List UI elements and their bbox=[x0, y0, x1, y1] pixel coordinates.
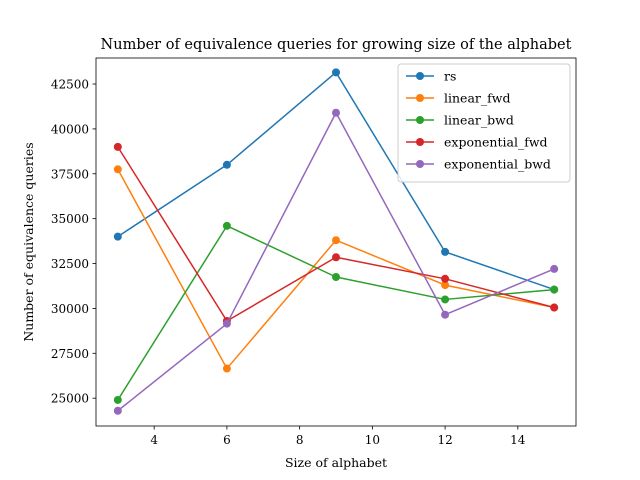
data-point-0-0 bbox=[113, 232, 122, 241]
data-point-2-1 bbox=[222, 221, 231, 230]
data-point-0-3 bbox=[441, 247, 450, 256]
data-point-4-2 bbox=[332, 108, 340, 117]
data-point-2-4 bbox=[550, 285, 559, 294]
data-point-2-2 bbox=[332, 273, 340, 281]
legend-marker-2 bbox=[416, 116, 424, 124]
legend-marker-3 bbox=[416, 138, 424, 146]
x-tick-label-3: 10 bbox=[365, 433, 380, 447]
data-point-2-3 bbox=[441, 295, 450, 304]
x-axis-label: Size of alphabet bbox=[285, 455, 387, 470]
data-point-1-1 bbox=[222, 364, 231, 373]
legend-marker-4 bbox=[416, 160, 424, 168]
data-point-4-3 bbox=[441, 310, 450, 319]
legend-marker-0 bbox=[416, 72, 424, 80]
y-tick-label-4: 35000 bbox=[51, 212, 89, 226]
x-tick-label-2: 8 bbox=[296, 433, 304, 447]
legend: rs linear_fwd linear_bwd exponential_fwdexp… bbox=[397, 63, 571, 183]
y-tick-label-6: 40000 bbox=[51, 122, 89, 136]
legend-label-0: rs bbox=[444, 69, 456, 84]
y-axis-label: Number of equivalence queries bbox=[21, 142, 36, 341]
series-line-1 bbox=[117, 168, 555, 370]
data-point-0-2 bbox=[332, 68, 340, 77]
data-point-1-3 bbox=[441, 281, 450, 290]
y-tick-label-5: 37500 bbox=[51, 167, 89, 181]
data-point-2-0 bbox=[113, 395, 122, 404]
data-point-3-3 bbox=[441, 274, 450, 283]
plot-area bbox=[113, 68, 559, 415]
chart-title: Number of equivalence queries for growin… bbox=[101, 37, 572, 53]
legend-marker-1 bbox=[416, 94, 424, 102]
y-tick-label-1: 27500 bbox=[51, 347, 89, 361]
data-point-3-2 bbox=[332, 253, 340, 262]
data-point-0-1 bbox=[222, 160, 231, 169]
legend-label-3: exponential_fwd bbox=[444, 135, 548, 150]
legend-label-4: exponential_bwd bbox=[444, 157, 551, 172]
x-tick-label-0: 4 bbox=[150, 433, 158, 447]
data-point-3-0 bbox=[113, 142, 122, 151]
legend-box bbox=[397, 63, 571, 183]
legend-label-1: linear_fwd bbox=[444, 91, 510, 106]
y-tick-label-0: 25000 bbox=[51, 392, 89, 406]
data-point-3-4 bbox=[550, 303, 559, 312]
y-tick-label-2: 30000 bbox=[51, 302, 89, 316]
y-tick-label-3: 32500 bbox=[51, 257, 89, 271]
data-point-4-4 bbox=[550, 264, 559, 273]
data-point-4-0 bbox=[113, 406, 122, 415]
x-tick-label-4: 12 bbox=[437, 433, 452, 447]
x-tick-label-1: 6 bbox=[223, 433, 231, 447]
y-tick-label-7: 42500 bbox=[51, 78, 89, 92]
data-point-1-2 bbox=[332, 236, 340, 245]
axes-frame bbox=[95, 57, 577, 427]
data-point-4-1 bbox=[222, 319, 231, 328]
x-tick-label-5: 14 bbox=[510, 433, 526, 447]
legend-label-2: linear_bwd bbox=[444, 113, 514, 128]
axis-ticks: 4 6 8 10 12 14 25000 27500 30000 32500 35000 37500 4… bbox=[51, 57, 577, 447]
data-point-1-0 bbox=[113, 165, 122, 174]
